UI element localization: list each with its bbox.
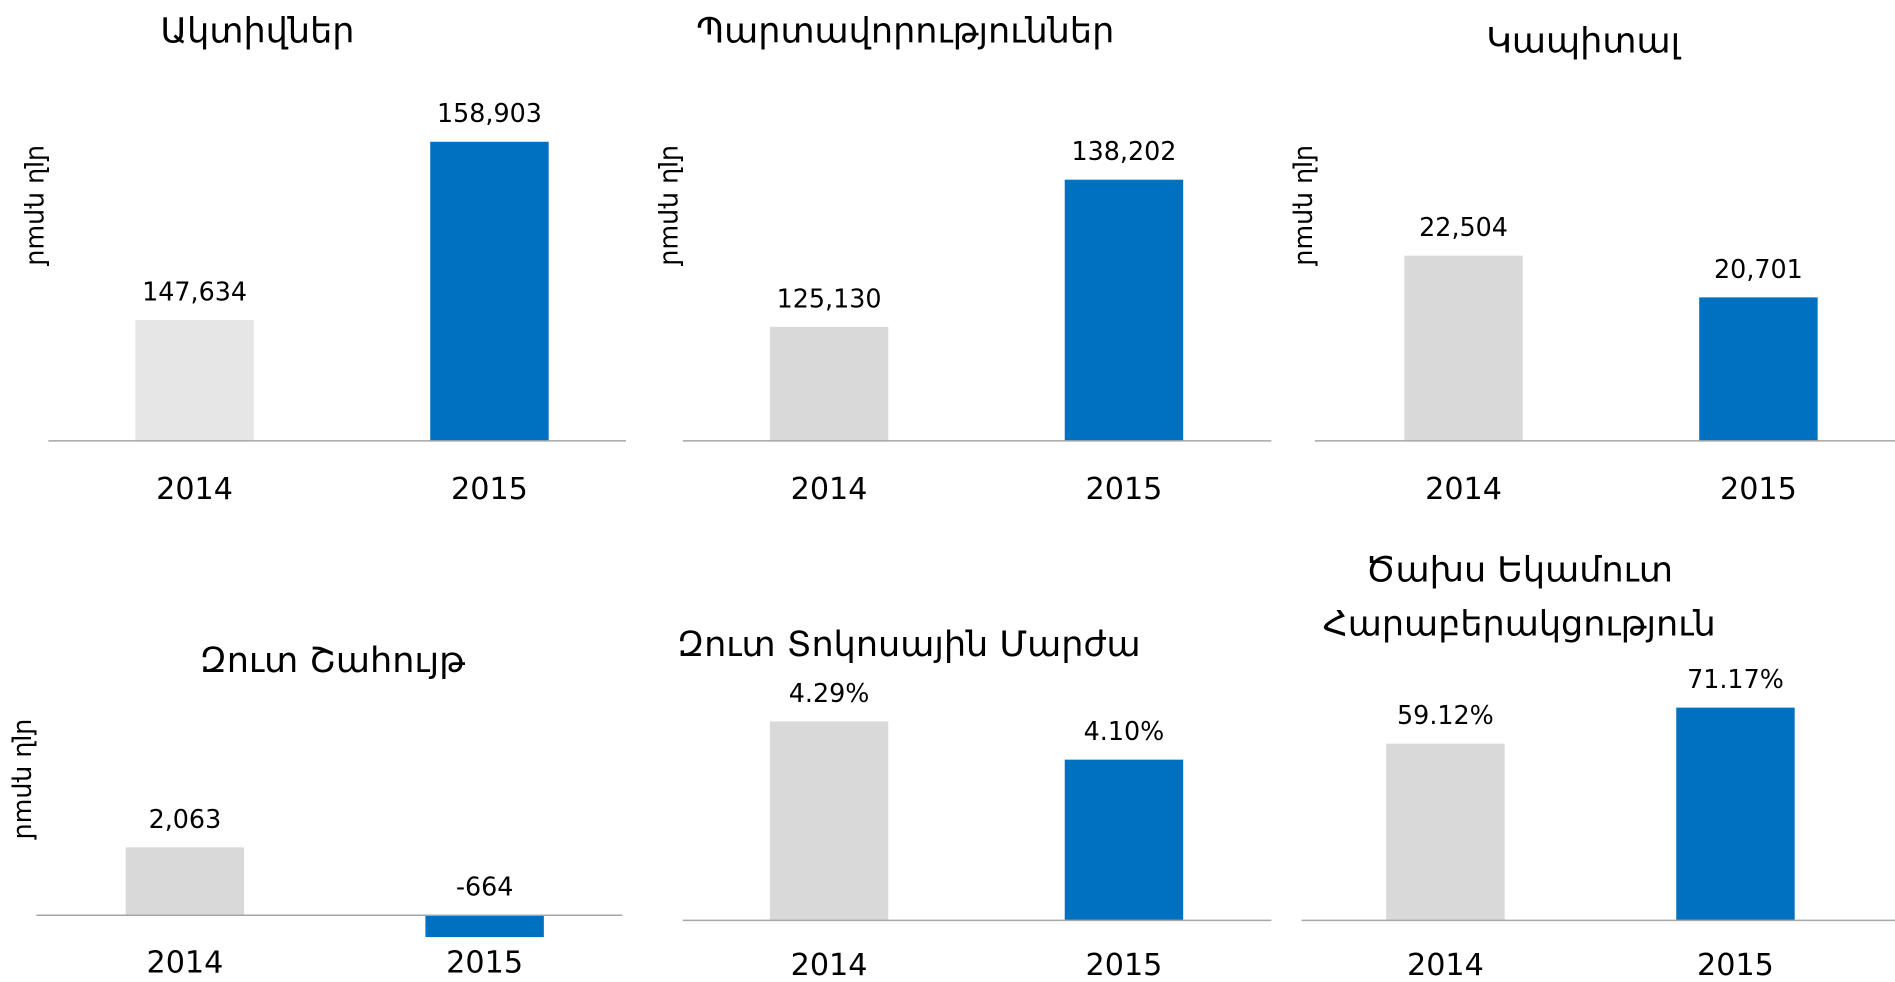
data-label: 59.12% — [1397, 700, 1494, 730]
chart-title: Հարաբերակցություն — [1323, 604, 1716, 645]
bar — [1064, 179, 1184, 441]
x-tick-label: 2014 — [791, 472, 868, 507]
x-tick-label: 2015 — [1720, 472, 1797, 507]
chart-title: Պարտավորություններ — [696, 11, 1114, 52]
bar — [769, 721, 889, 921]
x-tick-label: 2015 — [1086, 472, 1163, 507]
data-label: 22,504 — [1419, 212, 1508, 242]
x-tick-label: 2014 — [791, 948, 868, 982]
bar — [430, 141, 549, 441]
bar — [135, 320, 254, 441]
bar — [425, 915, 544, 938]
y-axis-label: մլն դրամ — [11, 719, 41, 841]
bar — [1676, 707, 1795, 921]
x-tick-label: 2014 — [146, 945, 223, 980]
x-tick-label: 2014 — [1425, 472, 1502, 507]
data-label: 4.29% — [789, 678, 870, 708]
y-axis-label: մլն դրամ — [658, 145, 688, 267]
data-label: -664 — [456, 872, 514, 902]
data-label: 125,130 — [777, 283, 882, 313]
data-label: 158,903 — [437, 98, 542, 128]
bar — [1386, 743, 1505, 921]
data-label: 71.17% — [1687, 664, 1784, 694]
x-tick-label: 2014 — [1407, 948, 1484, 982]
x-tick-label: 2015 — [446, 945, 523, 980]
chart-title: Ակտիվներ — [160, 11, 354, 52]
bar — [125, 847, 245, 916]
bar — [1699, 297, 1818, 441]
x-tick-label: 2015 — [1086, 948, 1163, 982]
chart-title: Ծախս Եկամուտ — [1365, 549, 1673, 590]
y-axis-label: մլն դրամ — [23, 145, 53, 267]
chart-title: Կապիտալ — [1486, 20, 1681, 61]
data-label: 20,701 — [1714, 254, 1803, 284]
x-tick-label: 2015 — [1697, 948, 1774, 982]
x-tick-label: 2015 — [451, 472, 528, 507]
chart-title: Զուտ Շահույթ — [200, 640, 465, 681]
bar — [769, 326, 889, 441]
data-label: 147,634 — [142, 277, 247, 307]
data-label: 138,202 — [1071, 136, 1176, 166]
x-tick-label: 2014 — [156, 472, 233, 507]
chart-title: Զուտ Տոկոսային Մարժա — [677, 624, 1141, 665]
bar — [1404, 255, 1523, 441]
bar — [1064, 759, 1184, 921]
y-axis-label: մլն դրամ — [1292, 145, 1322, 267]
data-label: 2,063 — [149, 804, 222, 834]
data-label: 4.10% — [1084, 716, 1165, 746]
